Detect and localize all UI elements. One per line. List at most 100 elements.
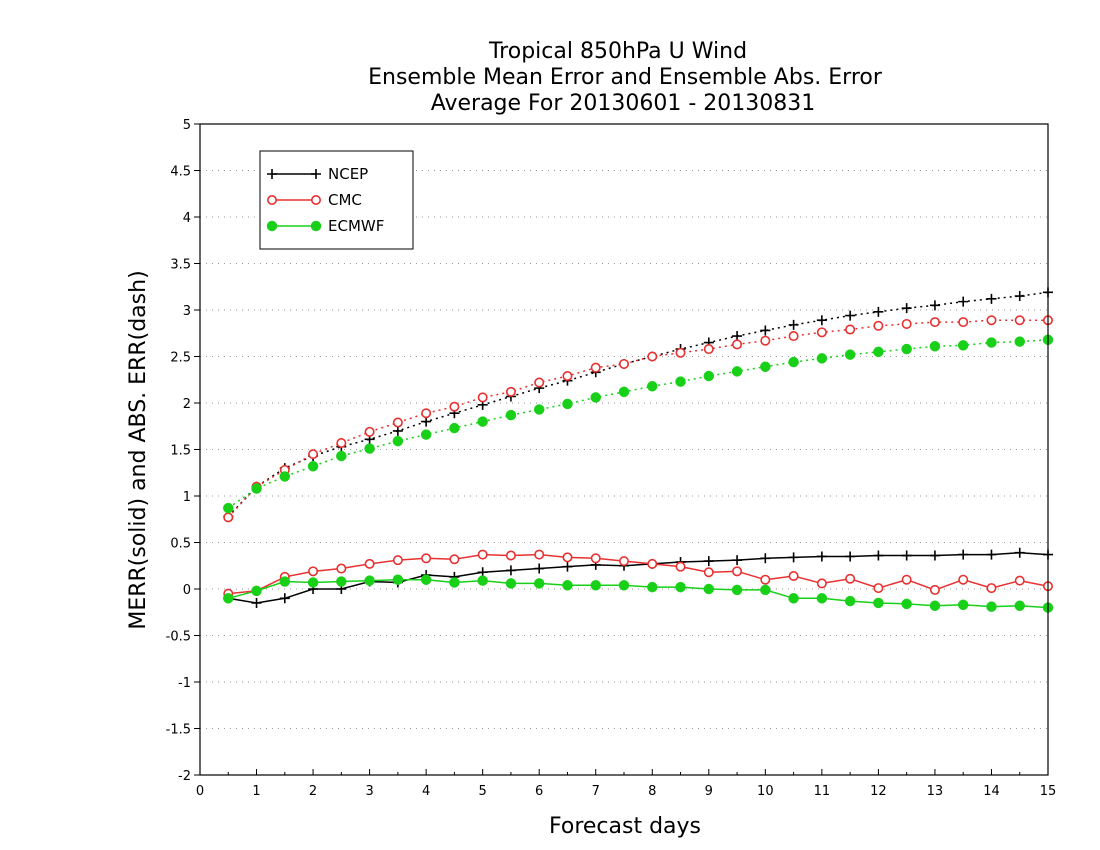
y-tick-label: 2.5 [170,351,191,366]
merr-point [449,554,460,565]
merr-point [421,553,432,564]
merr-point [957,599,969,611]
abs-err-point [929,341,941,352]
y-tick-label: 3 [183,304,191,319]
merr-point [420,574,432,585]
abs-err-point [1014,291,1025,302]
abs-err-point [901,303,912,314]
merr-point [958,574,969,585]
abs-err-point [844,349,856,360]
abs-err-point [873,346,884,358]
abs-err-point [958,317,969,328]
merr-point [732,566,743,577]
x-tick-label: 0 [196,784,204,799]
merr-point [1014,547,1025,558]
legend-marker [310,220,322,232]
merr-line-ecmwf [228,578,1049,609]
merr-point [1014,600,1025,611]
x-tick-label: 1 [252,784,260,799]
title-line-3: Average For 20130601 - 20130831 [431,91,816,116]
merr-point [392,555,403,566]
merr-point [251,585,262,597]
abs-err-point [505,386,516,397]
merr-point [364,575,375,586]
abs-err-point [760,325,771,336]
abs-err-point [986,315,997,326]
merr-point [873,550,884,561]
x-tick-label: 6 [535,784,543,799]
legend-label: ECMWF [328,217,384,235]
abs-err-point [986,293,997,304]
y-tick-label: -1.5 [166,723,191,738]
x-tick-label: 8 [648,784,656,799]
abs-err-point [816,327,827,338]
merr-point [647,558,658,569]
abs-err-point [449,401,460,412]
merr-point [873,583,884,594]
merr-point [788,552,799,563]
abs-err-point [1014,315,1025,326]
y-axis: -2 -1.5 -1 -0.5 0 0.5 1 1.5 2 2.5 3 3.5 4 4.5 5 [166,118,200,784]
merr-point [816,578,827,589]
abs-err-point [392,435,404,447]
merr-point [364,558,375,569]
abs-err-point [336,437,347,448]
x-tick-label: 5 [479,784,487,799]
legend-label: CMC [328,191,362,209]
abs-err-point [901,318,912,329]
merr-point [901,598,912,610]
abs-err-point [505,409,517,421]
merr-point [223,593,234,604]
chart-title: Tropical 850hPa U Wind Ensemble Mean Err… [368,39,883,116]
abs-err-point [675,376,686,387]
merr-point [618,580,630,591]
merr-point [873,597,884,609]
merr-point [562,580,573,591]
merr-point [986,549,997,560]
legend-label: NCEP [328,165,368,183]
merr-point [562,552,573,563]
merr-point [901,574,912,585]
merr-point [929,600,941,611]
merr-point [477,549,488,560]
merr-point [760,584,771,596]
abs-err-point [251,483,262,494]
y-tick-label: 0.5 [170,537,191,552]
merr-point [788,570,799,581]
abs-err-point [647,381,658,392]
merr-point [929,550,940,561]
title-line-1: Tropical 850hPa U Wind [488,39,747,64]
y-tick-label: -2 [178,769,191,784]
abs-err-point [703,344,714,355]
merr-point [307,577,319,588]
legend-item-ncep: NCEP [267,165,368,183]
abs-err-point [731,366,743,377]
merr-point [534,549,545,560]
abs-err-point [816,315,827,326]
merr-point [901,550,912,561]
merr-point [308,566,319,577]
merr-point [703,567,714,578]
abs-err-point [562,398,573,410]
abs-err-point [647,351,658,362]
merr-point [675,581,686,593]
abs-err-point [1014,336,1025,347]
abs-err-point [760,361,771,372]
merr-point [845,573,856,584]
merr-point [844,595,856,607]
title-line-2: Ensemble Mean Error and Ensemble Abs. Er… [368,65,883,90]
y-tick-label: 1.5 [170,444,191,459]
y-tick-label: -0.5 [166,630,191,645]
abs-err-point [590,362,601,373]
abs-err-point [477,416,488,427]
x-tick-label: 9 [705,784,713,799]
merr-point [788,593,799,604]
abs-err-point [590,392,601,403]
abs-err-point [449,422,460,434]
abs-err-point [562,371,573,382]
x-tick-label: 12 [870,784,887,799]
y-tick-label: 0 [183,583,191,598]
abs-err-point [534,377,545,388]
abs-err-point [421,408,432,419]
y-axis-label: MERR(solid) and ABS. ERR(dash) [126,270,151,629]
